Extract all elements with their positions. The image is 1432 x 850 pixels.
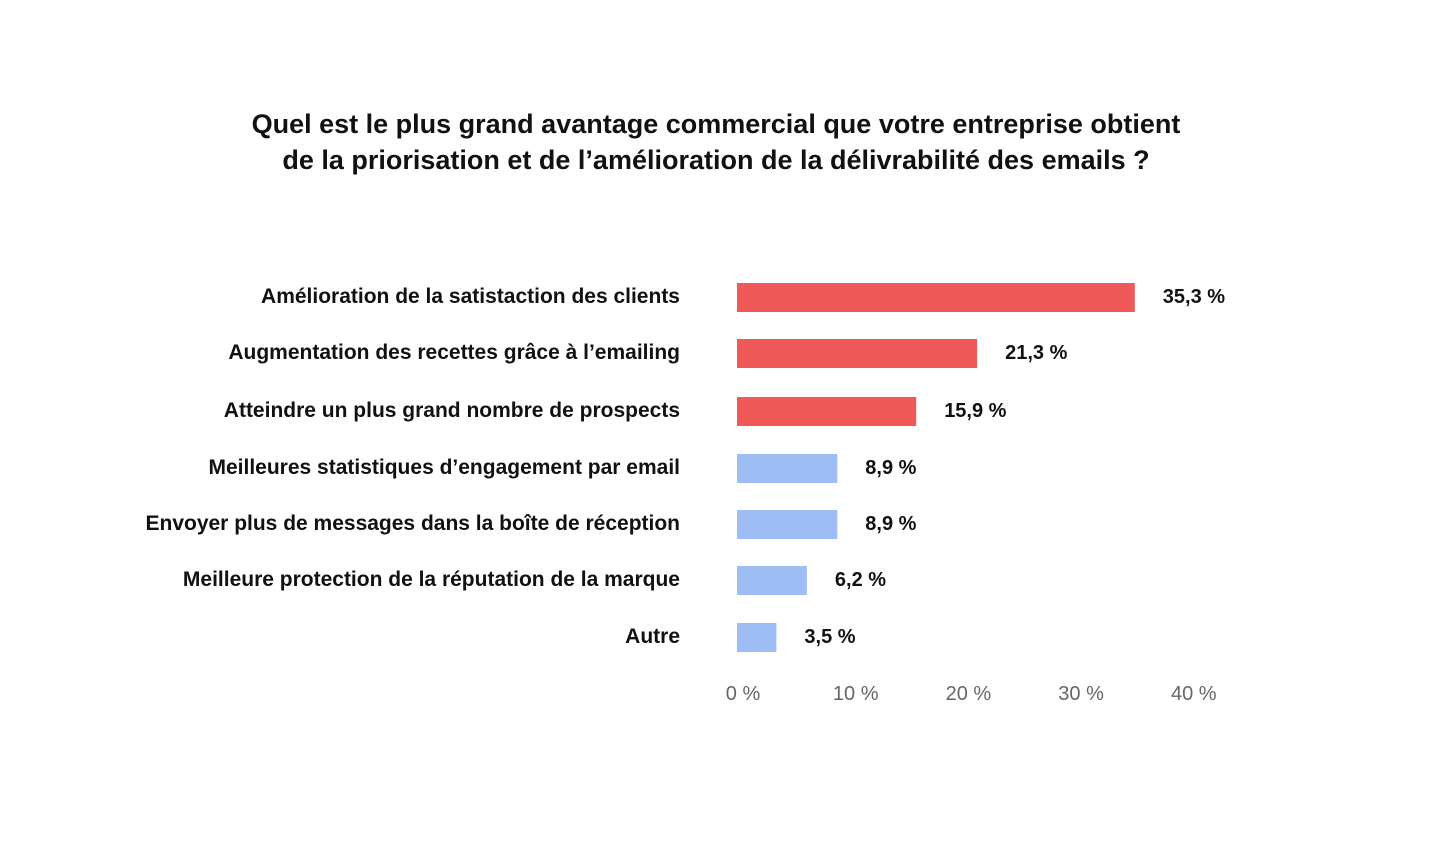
- value-label-0: 35,3 %: [1163, 286, 1225, 308]
- bar-4: [737, 510, 838, 539]
- chart-title-line-1: Quel est le plus grand avantage commerci…: [251, 109, 1181, 139]
- category-labels: Amélioration de la satistaction des clie…: [145, 285, 680, 648]
- value-label-6: 3,5 %: [804, 626, 855, 648]
- bar-3: [737, 454, 838, 483]
- x-tick-label-4: 40 %: [1171, 683, 1217, 705]
- category-label-4: Envoyer plus de messages dans la boîte d…: [145, 512, 680, 535]
- category-label-5: Meilleure protection de la réputation de…: [183, 568, 680, 591]
- x-tick-label-0: 0 %: [726, 683, 761, 705]
- category-label-0: Amélioration de la satistaction des clie…: [261, 285, 680, 308]
- x-tick-label-1: 10 %: [833, 683, 879, 705]
- x-axis-ticks: 0 % 10 % 20 % 30 % 40 %: [726, 683, 1217, 705]
- bar-2: [737, 397, 917, 426]
- value-labels: 35,3 % 21,3 % 15,9 % 8,9 % 8,9 % 6,2 % 3,5 %: [804, 286, 1225, 648]
- value-label-3: 8,9 %: [865, 457, 916, 479]
- category-label-1: Augmentation des recettes grâce à l’emai…: [228, 341, 680, 364]
- x-tick-label-3: 30 %: [1058, 683, 1104, 705]
- value-label-2: 15,9 %: [944, 400, 1006, 422]
- category-label-3: Meilleures statistiques d’engagement par…: [209, 456, 681, 479]
- value-label-1: 21,3 %: [1005, 342, 1067, 364]
- value-label-5: 6,2 %: [835, 569, 886, 591]
- x-tick-label-2: 20 %: [946, 683, 992, 705]
- chart-title: Quel est le plus grand avantage commerci…: [0, 106, 1432, 178]
- bar-0: [737, 283, 1135, 312]
- category-label-6: Autre: [625, 625, 680, 648]
- bar-5: [737, 566, 807, 595]
- category-label-2: Atteindre un plus grand nombre de prospe…: [224, 399, 680, 422]
- bars-layer: [737, 283, 1135, 652]
- chart-title-line-2: de la priorisation et de l’amélioration …: [282, 145, 1150, 175]
- bar-1: [737, 339, 978, 368]
- bar-6: [737, 623, 777, 652]
- value-label-4: 8,9 %: [865, 513, 916, 535]
